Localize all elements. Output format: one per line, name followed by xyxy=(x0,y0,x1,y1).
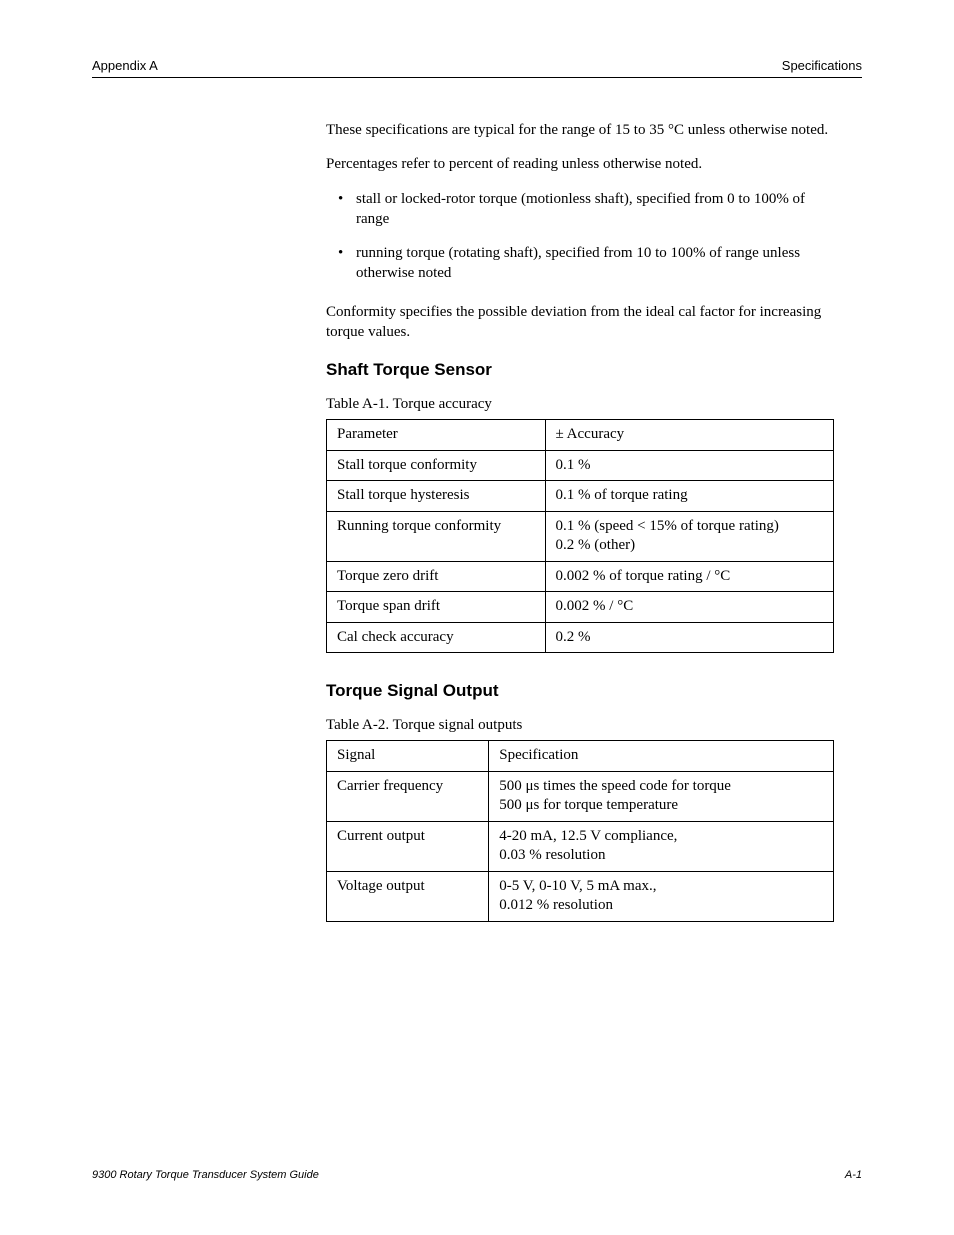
bullet-item: running torque (rotating shaft), specifi… xyxy=(326,243,834,284)
table-caption-2: Table A-2. Torque signal outputs xyxy=(326,717,834,734)
table-caption-1: Table A-1. Torque accuracy xyxy=(326,396,834,413)
table-header-cell: Specification xyxy=(489,741,834,772)
table-header-cell: ± Accuracy xyxy=(545,420,833,451)
table-row: Torque zero drift0.002 % of torque ratin… xyxy=(327,561,834,592)
intro-p3: Conformity specifies the possible deviat… xyxy=(326,302,834,343)
footer-right: A-1 xyxy=(845,1169,862,1181)
table-header-cell: Parameter xyxy=(327,420,546,451)
table-cell: 0.1 % of torque rating xyxy=(545,481,833,512)
table-cell: 0.1 % (speed < 15% of torque rating)0.2 … xyxy=(545,511,833,561)
header-left: Appendix A xyxy=(92,58,158,73)
table-row: Running torque conformity0.1 % (speed < … xyxy=(327,511,834,561)
table-row: Torque span drift0.002 % / °C xyxy=(327,592,834,623)
intro-p2: Percentages refer to percent of reading … xyxy=(326,154,834,174)
table-cell: Stall torque hysteresis xyxy=(327,481,546,512)
table-row: Voltage output0-5 V, 0-10 V, 5 mA max.,0… xyxy=(327,871,834,921)
page-footer: 9300 Rotary Torque Transducer System Gui… xyxy=(92,1169,862,1181)
table-row: Stall torque conformity0.1 % xyxy=(327,450,834,481)
table-header-cell: Signal xyxy=(327,741,489,772)
table-row: Cal check accuracy0.2 % xyxy=(327,622,834,653)
bullet-item: stall or locked-rotor torque (motionless… xyxy=(326,189,834,230)
footer-left: 9300 Rotary Torque Transducer System Gui… xyxy=(92,1169,319,1181)
table-row: Current output4-20 mA, 12.5 V compliance… xyxy=(327,821,834,871)
table-cell: 4-20 mA, 12.5 V compliance,0.03 % resolu… xyxy=(489,821,834,871)
table-cell: Torque zero drift xyxy=(327,561,546,592)
table-cell: 0-5 V, 0-10 V, 5 mA max.,0.012 % resolut… xyxy=(489,871,834,921)
table-header-row: Signal Specification xyxy=(327,741,834,772)
table-row: Carrier frequency500 μs times the speed … xyxy=(327,771,834,821)
header-right: Specifications xyxy=(782,58,862,73)
torque-accuracy-table: Parameter ± Accuracy Stall torque confor… xyxy=(326,419,834,653)
section-title-signal: Torque Signal Output xyxy=(326,681,834,701)
intro-bullets: stall or locked-rotor torque (motionless… xyxy=(326,189,834,284)
table-cell: Cal check accuracy xyxy=(327,622,546,653)
table-cell: 0.2 % xyxy=(545,622,833,653)
torque-signal-table: Signal Specification Carrier frequency50… xyxy=(326,740,834,922)
main-content: These specifications are typical for the… xyxy=(326,120,834,922)
intro-p1: These specifications are typical for the… xyxy=(326,120,834,140)
table-row: Stall torque hysteresis0.1 % of torque r… xyxy=(327,481,834,512)
table-cell: 0.002 % / °C xyxy=(545,592,833,623)
table-cell: Torque span drift xyxy=(327,592,546,623)
table-header-row: Parameter ± Accuracy xyxy=(327,420,834,451)
page-header: Appendix A Specifications xyxy=(92,58,862,78)
table-cell: Current output xyxy=(327,821,489,871)
table-cell: Voltage output xyxy=(327,871,489,921)
table-cell: Stall torque conformity xyxy=(327,450,546,481)
table-cell: Carrier frequency xyxy=(327,771,489,821)
table-cell: 500 μs times the speed code for torque50… xyxy=(489,771,834,821)
table-cell: 0.002 % of torque rating / °C xyxy=(545,561,833,592)
table-cell: 0.1 % xyxy=(545,450,833,481)
table-cell: Running torque conformity xyxy=(327,511,546,561)
section-title-shaft: Shaft Torque Sensor xyxy=(326,360,834,380)
